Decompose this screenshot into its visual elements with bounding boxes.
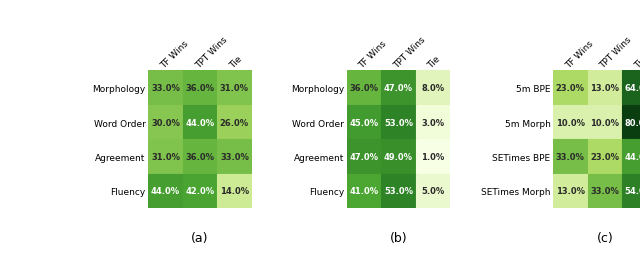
Bar	[588, 174, 622, 208]
Text: 53.0%: 53.0%	[384, 187, 413, 196]
Text: 44.0%: 44.0%	[151, 187, 180, 196]
Text: 33.0%: 33.0%	[556, 152, 585, 161]
Bar	[347, 174, 381, 208]
Bar	[553, 71, 588, 105]
Text: 54.0%: 54.0%	[625, 187, 640, 196]
Text: 1.0%: 1.0%	[421, 152, 444, 161]
Text: 33.0%: 33.0%	[151, 84, 180, 93]
Text: 31.0%: 31.0%	[220, 84, 249, 93]
Text: 23.0%: 23.0%	[590, 152, 620, 161]
Text: 23.0%: 23.0%	[556, 84, 585, 93]
Text: (a): (a)	[191, 231, 209, 244]
Text: 26.0%: 26.0%	[220, 118, 249, 127]
Bar	[148, 105, 183, 140]
Text: 3.0%: 3.0%	[421, 118, 444, 127]
Bar	[347, 105, 381, 140]
Text: (b): (b)	[390, 231, 407, 244]
Bar	[183, 174, 217, 208]
Text: 33.0%: 33.0%	[590, 187, 620, 196]
Text: 36.0%: 36.0%	[349, 84, 378, 93]
Text: 36.0%: 36.0%	[186, 152, 214, 161]
Text: 33.0%: 33.0%	[220, 152, 249, 161]
Bar	[347, 71, 381, 105]
Text: 42.0%: 42.0%	[186, 187, 214, 196]
Bar	[622, 105, 640, 140]
Text: 10.0%: 10.0%	[556, 118, 585, 127]
Text: 41.0%: 41.0%	[349, 187, 378, 196]
Text: 64.0%: 64.0%	[625, 84, 640, 93]
Bar	[381, 140, 415, 174]
Bar	[415, 105, 450, 140]
Text: 36.0%: 36.0%	[186, 84, 214, 93]
Text: 14.0%: 14.0%	[220, 187, 249, 196]
Bar	[217, 140, 252, 174]
Text: 5.0%: 5.0%	[421, 187, 444, 196]
Text: 47.0%: 47.0%	[349, 152, 378, 161]
Bar	[415, 140, 450, 174]
Bar	[347, 140, 381, 174]
Bar	[148, 71, 183, 105]
Text: 44.0%: 44.0%	[186, 118, 214, 127]
Bar	[217, 71, 252, 105]
Bar	[381, 174, 415, 208]
Bar	[588, 71, 622, 105]
Bar	[588, 140, 622, 174]
Text: 13.0%: 13.0%	[556, 187, 585, 196]
Bar	[415, 71, 450, 105]
Bar	[217, 105, 252, 140]
Text: 13.0%: 13.0%	[590, 84, 620, 93]
Text: (c): (c)	[596, 231, 613, 244]
Bar	[622, 174, 640, 208]
Text: 47.0%: 47.0%	[384, 84, 413, 93]
Bar	[183, 71, 217, 105]
Bar	[381, 105, 415, 140]
Text: 45.0%: 45.0%	[349, 118, 378, 127]
Bar	[622, 71, 640, 105]
Text: 49.0%: 49.0%	[384, 152, 413, 161]
Bar	[183, 140, 217, 174]
Text: 10.0%: 10.0%	[590, 118, 620, 127]
Text: 8.0%: 8.0%	[421, 84, 444, 93]
Bar	[553, 174, 588, 208]
Bar	[415, 174, 450, 208]
Bar	[217, 174, 252, 208]
Text: 80.0%: 80.0%	[625, 118, 640, 127]
Bar	[148, 140, 183, 174]
Bar	[588, 105, 622, 140]
Text: 30.0%: 30.0%	[151, 118, 180, 127]
Bar	[381, 71, 415, 105]
Text: 31.0%: 31.0%	[151, 152, 180, 161]
Bar	[553, 140, 588, 174]
Bar	[183, 105, 217, 140]
Text: 53.0%: 53.0%	[384, 118, 413, 127]
Text: 44.0%: 44.0%	[625, 152, 640, 161]
Bar	[622, 140, 640, 174]
Bar	[148, 174, 183, 208]
Bar	[553, 105, 588, 140]
